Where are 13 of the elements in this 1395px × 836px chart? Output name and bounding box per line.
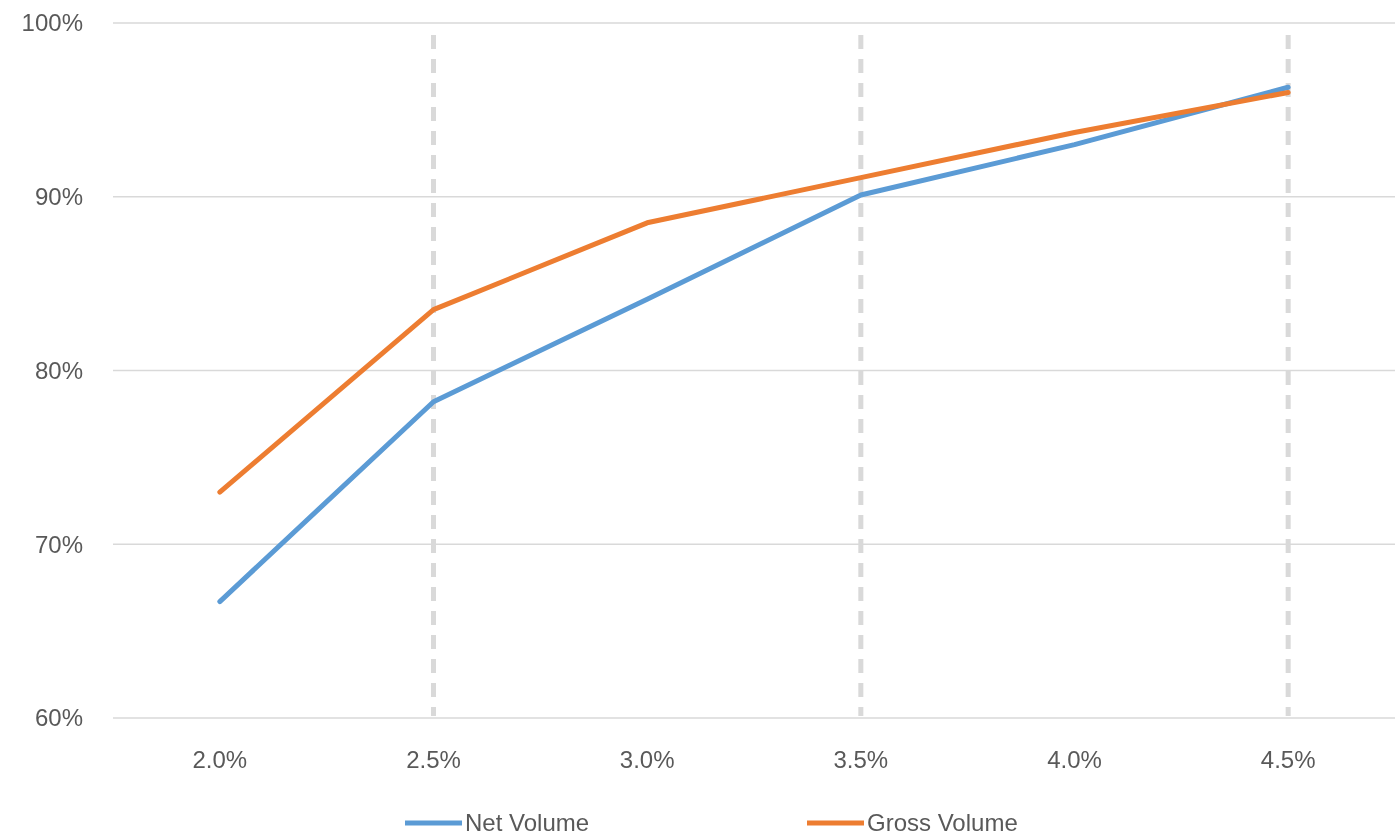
x-tick-label: 2.0% — [192, 746, 248, 773]
legend-label: Gross Volume — [867, 809, 1018, 836]
x-tick-label: 4.0% — [1047, 746, 1102, 773]
y-tick-label: 60% — [34, 704, 83, 732]
x-tick-label: 2.5% — [406, 746, 461, 773]
legend-label: Net Volume — [465, 809, 590, 836]
y-tick-label: 80% — [34, 356, 83, 384]
x-tick-label: 3.0% — [619, 746, 675, 773]
y-tick-label: 90% — [34, 183, 83, 211]
y-tick-label: 100% — [21, 9, 83, 37]
x-tick-label: 3.5% — [833, 746, 889, 773]
x-tick-label: 4.5% — [1260, 746, 1316, 773]
y-tick-label: 70% — [34, 530, 83, 558]
